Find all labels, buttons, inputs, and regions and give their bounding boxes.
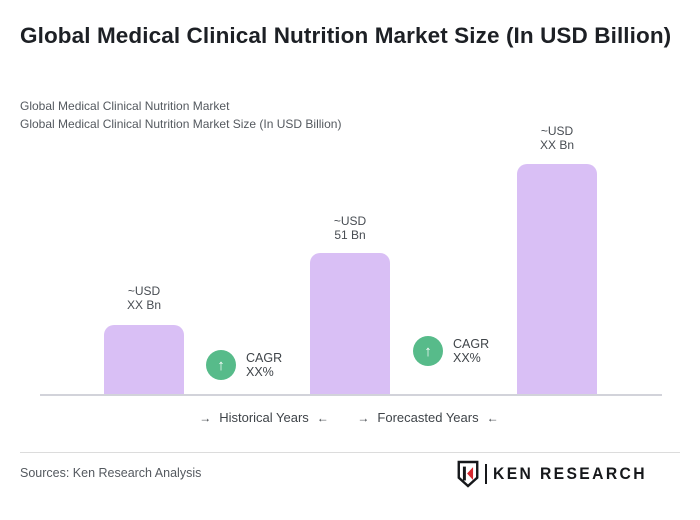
footer-divider [20, 452, 680, 453]
arrow-right-icon: → [357, 410, 370, 425]
chart-subtitle-line2: Global Medical Clinical Nutrition Market… [20, 117, 342, 131]
cagr-annotation: ↑ CAGR XX% [413, 336, 489, 366]
bar-value-label: ~USD 51 Bn [333, 214, 367, 242]
arrow-right-icon: → [199, 410, 212, 425]
bar-current [310, 253, 390, 395]
ken-research-badge-icon [457, 460, 479, 488]
logo-separator [484, 464, 487, 484]
x-axis-group-forecasted: → Forecasted Years ← [357, 410, 498, 425]
axis-group-label: Forecasted Years [377, 410, 479, 425]
bar-value-label: ~USD XX Bn [539, 124, 575, 152]
axis-group-label: Historical Years [219, 410, 309, 425]
cagr-up-arrow-icon: ↑ [206, 350, 236, 380]
logo-wordmark: KEN RESEARCH [492, 464, 647, 483]
cagr-label: CAGR XX% [246, 351, 283, 379]
chart-subtitle-line1: Global Medical Clinical Nutrition Market [20, 99, 230, 113]
bar-value-label: ~USD XX Bn [126, 284, 162, 312]
bar-historical [104, 325, 184, 395]
arrow-left-icon: ← [486, 410, 499, 425]
arrow-left-icon: ← [316, 410, 329, 425]
cagr-up-arrow-icon: ↑ [413, 336, 443, 366]
bar-forecast [517, 164, 597, 395]
chart-subtitle: Global Medical Clinical Nutrition Market… [20, 97, 341, 133]
x-axis-line [40, 394, 662, 396]
cagr-label: CAGR XX% [453, 337, 490, 365]
sources-text: Sources: Ken Research Analysis [20, 466, 202, 480]
ken-research-logo: KEN RESEARCH [456, 460, 655, 488]
x-axis-group-historical: → Historical Years ← [199, 410, 329, 425]
cagr-annotation: ↑ CAGR XX% [206, 350, 282, 380]
page-title: Global Medical Clinical Nutrition Market… [20, 23, 672, 48]
